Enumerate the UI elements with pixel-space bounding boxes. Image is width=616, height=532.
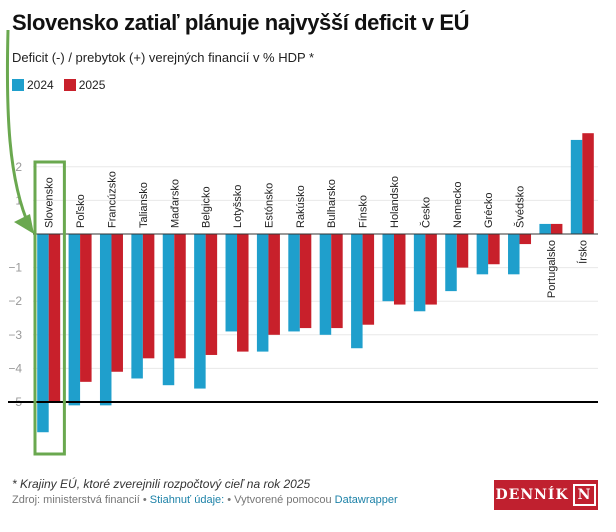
x-tick-label: Česko: [419, 197, 432, 228]
bar-2024: [319, 234, 332, 335]
legend-label-2024: 2024: [27, 78, 54, 92]
arrow-head-icon: [14, 214, 34, 234]
y-tick-label: −3: [8, 328, 22, 342]
x-tick-label: Bulharsko: [326, 179, 338, 228]
x-tick-label: Nemecko: [452, 182, 464, 228]
bar-2024: [194, 234, 206, 389]
x-tick-label: Taliansko: [138, 182, 150, 228]
legend-swatch-2024: [12, 79, 24, 91]
x-tick-label: Portugalsko: [546, 240, 558, 298]
bar-2025: [174, 234, 186, 359]
legend-label-2025: 2025: [78, 78, 106, 92]
x-tick-label: Lotyšsko: [232, 185, 244, 228]
bar-2025: [237, 234, 249, 352]
x-axis-labels: Slovensko Poľsko Francúzsko Taliansko Maďars…: [44, 171, 590, 298]
logo-text: DENNÍK: [495, 487, 569, 503]
bar-2024: [225, 234, 238, 332]
chart-subtitle: Deficit (-) / prebytok (+) verejných fin…: [12, 50, 315, 65]
source-text: Zdroj: ministerstvá financií: [12, 494, 140, 506]
bar-2025: [550, 223, 563, 234]
bar-2024: [476, 234, 489, 275]
bar-2024: [382, 234, 394, 302]
highlight-arrow-line: [5, 29, 32, 229]
bar-2024: [413, 234, 426, 312]
x-tick-label: Fínsko: [358, 195, 370, 228]
y-tick-label: −1: [8, 261, 22, 275]
legend-item-2024[interactable]: 2024: [12, 78, 54, 92]
y-tick-label: −2: [8, 294, 22, 308]
source-line: Zdroj: ministerstvá financií • Stiahnuť …: [12, 494, 398, 506]
bar-2025: [205, 234, 218, 355]
x-tick-label: Írsko: [576, 240, 589, 264]
bar-2025: [299, 234, 312, 329]
bar-2024: [131, 234, 143, 379]
bars: [37, 133, 594, 433]
created-with-text: Vytvorené pomocou: [234, 494, 332, 506]
x-tick-label: Maďarsko: [169, 179, 181, 228]
footnote: * Krajiny EÚ, ktoré zverejnili rozpočtov…: [12, 477, 311, 491]
x-tick-label: Poľsko: [75, 194, 87, 228]
bar-2024: [68, 234, 81, 406]
legend-item-2025[interactable]: 2025: [63, 78, 106, 92]
bar-2024: [99, 234, 112, 406]
x-tick-label: Rakúsko: [295, 185, 307, 228]
bar-2025: [80, 234, 92, 382]
x-tick-label: Francúzsko: [106, 171, 118, 228]
x-tick-label: Grécko: [483, 193, 495, 228]
bar-2024: [445, 234, 457, 292]
bar-2025: [362, 234, 375, 325]
bar-2025: [111, 234, 123, 372]
bar-2024: [37, 234, 49, 433]
logo-n-mark: N: [572, 484, 597, 506]
bar-2025: [488, 234, 500, 265]
bar-2024: [256, 234, 269, 352]
bar-2025: [268, 234, 280, 335]
download-data-link[interactable]: Stiahnuť údaje:: [149, 494, 225, 506]
bar-2024: [539, 223, 551, 234]
bar-2025: [582, 133, 594, 234]
legend-swatch-2025: [63, 79, 76, 91]
datawrapper-link[interactable]: Datawrapper: [334, 494, 398, 506]
bar-2024: [288, 234, 300, 332]
annotations: [5, 29, 598, 456]
bar-2025: [142, 234, 155, 359]
bar-2024: [570, 139, 583, 234]
x-tick-label: Estónsko: [263, 183, 275, 228]
x-tick-label: Slovensko: [44, 177, 56, 228]
bar-2025: [456, 234, 469, 268]
x-tick-label: Holandsko: [389, 176, 401, 228]
separator: •: [224, 494, 235, 506]
x-tick-label: Belgicko: [201, 186, 213, 228]
bar-2025: [48, 234, 61, 402]
x-tick-label: Švédsko: [514, 186, 527, 228]
dennik-n-logo[interactable]: DENNÍK N: [494, 480, 598, 510]
bar-2025: [331, 234, 343, 329]
bar-2025: [519, 234, 532, 245]
gridlines: [33, 166, 598, 369]
chart-title: Slovensko zatiaľ plánuje najvyšší defici…: [12, 10, 470, 35]
bar-2024: [508, 234, 520, 275]
separator: •: [139, 494, 150, 506]
bar-2025: [425, 234, 437, 305]
bar-2024: [351, 234, 363, 349]
y-tick-label: −4: [8, 361, 22, 375]
highlight-box-slovensko: [33, 160, 66, 456]
bar-2025: [393, 234, 406, 305]
y-tick-label: 2: [15, 160, 22, 174]
bar-2024: [162, 234, 175, 386]
legend: 2024 2025: [12, 78, 105, 92]
